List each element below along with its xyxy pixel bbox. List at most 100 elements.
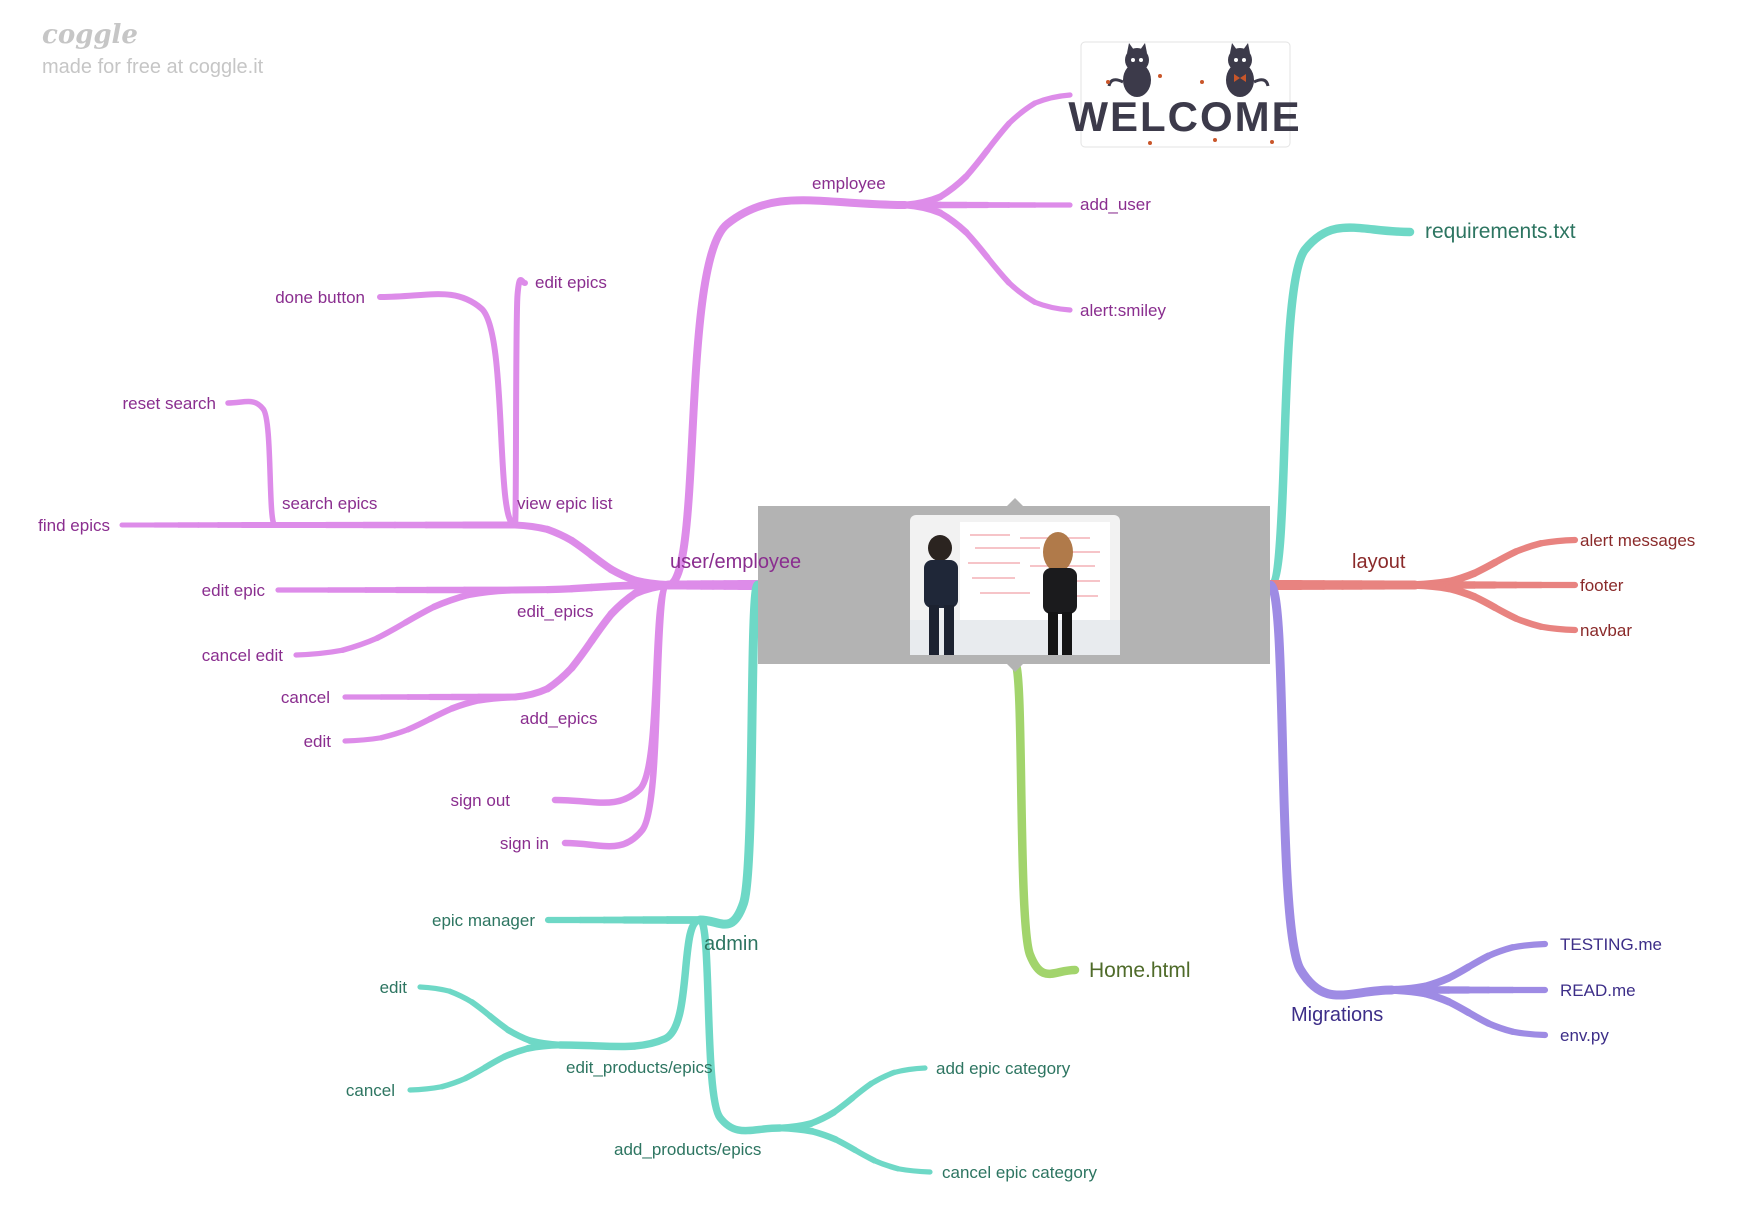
made-for-free-text: made for free at coggle.it xyxy=(42,56,264,78)
node-edit-epic[interactable]: edit epic xyxy=(202,581,266,600)
branch-add-epic-category-segment xyxy=(868,1069,897,1087)
node-env[interactable]: env.py xyxy=(1560,1026,1609,1045)
node-add-epics[interactable]: add_epics xyxy=(520,709,598,728)
node-testing[interactable]: TESTING.me xyxy=(1560,935,1662,954)
branch-cancel-edit xyxy=(293,586,519,658)
branch-migrations xyxy=(1265,580,1397,1000)
branch-testing-segment xyxy=(1465,952,1492,971)
node-add-products-epics[interactable]: add_products/epics xyxy=(614,1140,761,1159)
node-footer[interactable]: footer xyxy=(1580,576,1624,595)
branch-navbar-segment xyxy=(1491,604,1520,622)
node-readme[interactable]: READ.me xyxy=(1560,981,1636,1000)
branch-testing-segment xyxy=(1420,974,1453,991)
node-edit-teal[interactable]: edit xyxy=(380,978,408,997)
branch-cancel-teal xyxy=(407,1041,564,1093)
node-search-epics[interactable]: search epics xyxy=(282,494,377,513)
node-alert-messages[interactable]: alert messages xyxy=(1580,531,1695,550)
branch-edit-pink-segment xyxy=(475,693,519,704)
node-sign-out[interactable]: sign out xyxy=(450,791,510,810)
branch-add-epic-category-segment xyxy=(891,1065,928,1076)
node-layout[interactable]: layout xyxy=(1352,551,1406,573)
branch-cancel-epic-category-segment xyxy=(895,1166,933,1175)
node-admin[interactable]: admin xyxy=(704,933,758,955)
branch-add-epic-category xyxy=(776,1065,928,1132)
branch-cancel-teal-segment xyxy=(481,1053,508,1071)
branch-navbar-segment xyxy=(1537,623,1579,634)
branch-add-epics-segment xyxy=(567,637,596,672)
branch-welcome-image-segment xyxy=(936,173,970,201)
branch-view-epic-list xyxy=(511,521,672,589)
branch-edit-teal-segment xyxy=(504,1026,534,1044)
branch-edit-teal-segment xyxy=(468,999,493,1019)
branch-reset-search xyxy=(225,398,278,528)
branch-env xyxy=(1388,986,1549,1039)
branch-edit-pink-segment xyxy=(342,735,384,744)
node-view-epic-list[interactable]: view epic list xyxy=(517,494,613,513)
branch-edit-teal-segment xyxy=(417,984,453,994)
node-add-epic-category[interactable]: add epic category xyxy=(936,1059,1071,1078)
node-find-epics[interactable]: find epics xyxy=(38,516,110,535)
branch-migrations-path xyxy=(1265,580,1397,1000)
node-epic-manager[interactable]: epic manager xyxy=(432,911,535,930)
branch-sign-in xyxy=(561,581,672,850)
branch-reset-search-path xyxy=(225,398,278,528)
node-home-html[interactable]: Home.html xyxy=(1089,959,1191,982)
branch-add-products-epics xyxy=(696,916,784,1135)
node-migrations[interactable]: Migrations xyxy=(1291,1004,1383,1026)
branch-cancel-epic-category-segment xyxy=(871,1157,901,1172)
branch-view-epic-list-segment xyxy=(511,521,552,533)
central-node[interactable] xyxy=(758,498,1270,672)
branch-edit-products-epics-path xyxy=(556,916,704,1051)
branch-welcome-image-segment xyxy=(963,146,991,180)
node-edit-products-epics[interactable]: edit_products/epics xyxy=(566,1058,712,1077)
node-cancel-edit[interactable]: cancel edit xyxy=(202,646,284,665)
branch-edit-epics-segment xyxy=(543,585,576,594)
branch-alert-smiley-segment xyxy=(1006,280,1038,305)
branch-navbar xyxy=(1411,581,1579,634)
branch-view-epic-list-segment xyxy=(607,565,640,585)
branch-cancel-edit-segment xyxy=(293,647,346,658)
node-employee[interactable]: employee xyxy=(812,174,886,193)
branch-cancel-edit-segment xyxy=(430,591,472,611)
branch-requirements xyxy=(1265,223,1415,590)
node-cancel-epic-category[interactable]: cancel epic category xyxy=(942,1163,1097,1182)
node-edit-epics[interactable]: edit_epics xyxy=(517,602,594,621)
coggle-logo: coggle xyxy=(42,20,138,50)
branch-cancel-edit-segment xyxy=(374,619,409,642)
branch-edit-epics-top-path xyxy=(512,276,528,528)
node-requirements[interactable]: requirements.txt xyxy=(1425,220,1576,243)
node-cancel-teal[interactable]: cancel xyxy=(346,1081,395,1100)
node-add-user[interactable]: add_user xyxy=(1080,195,1151,214)
welcome-image-node[interactable]: WELCOME xyxy=(1068,41,1301,148)
node-edit-pink[interactable]: edit xyxy=(304,732,332,751)
branch-env-segment xyxy=(1465,1009,1492,1027)
branch-edit-pink-segment xyxy=(405,716,433,733)
node-reset-search[interactable]: reset search xyxy=(122,394,216,413)
node-cancel-pink[interactable]: cancel xyxy=(281,688,330,707)
branch-view-epic-list-segment xyxy=(567,536,596,559)
branch-alert-messages-segment xyxy=(1491,548,1520,566)
branch-navbar-segment xyxy=(1470,593,1499,612)
branch-welcome-image-segment xyxy=(984,120,1012,153)
node-alert-smiley[interactable]: alert:smiley xyxy=(1080,301,1166,320)
branch-cancel-teal-segment xyxy=(524,1041,564,1052)
node-done-button[interactable]: done button xyxy=(275,288,365,307)
branch-testing-segment xyxy=(1485,944,1516,960)
branch-cancel-teal-segment xyxy=(462,1064,488,1082)
branch-edit-teal-segment xyxy=(486,1012,512,1034)
node-edit-epics-top[interactable]: edit epics xyxy=(535,273,607,292)
node-navbar[interactable]: navbar xyxy=(1580,621,1632,640)
branch-env-segment xyxy=(1388,986,1429,998)
branch-alert-smiley-segment xyxy=(963,229,991,261)
node-user-employee[interactable]: user/employee xyxy=(670,551,801,573)
branch-home-html xyxy=(1010,659,1080,978)
branch-alert-smiley-segment xyxy=(1032,299,1073,313)
branch-add-epics-segment xyxy=(607,589,640,618)
central-photo xyxy=(910,515,1120,655)
confetti-dots xyxy=(1106,74,1274,145)
branch-edit-pink-segment xyxy=(448,697,483,712)
node-sign-in[interactable]: sign in xyxy=(500,834,549,853)
branch-alert-smiley-segment xyxy=(984,254,1012,286)
